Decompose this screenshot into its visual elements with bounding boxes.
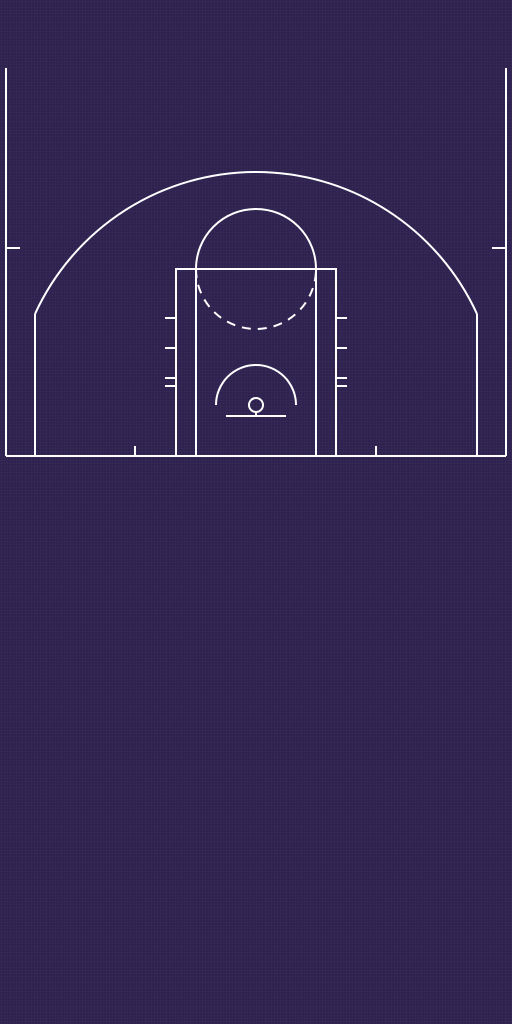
outer-key xyxy=(175,268,337,457)
inner-key xyxy=(195,268,317,457)
free-throw-circle-bottom-dashed xyxy=(195,268,317,330)
free-throw-circle-top xyxy=(195,208,317,270)
hoop xyxy=(248,397,264,413)
restricted-area-arc xyxy=(215,364,297,406)
three-point-arc xyxy=(34,171,478,315)
